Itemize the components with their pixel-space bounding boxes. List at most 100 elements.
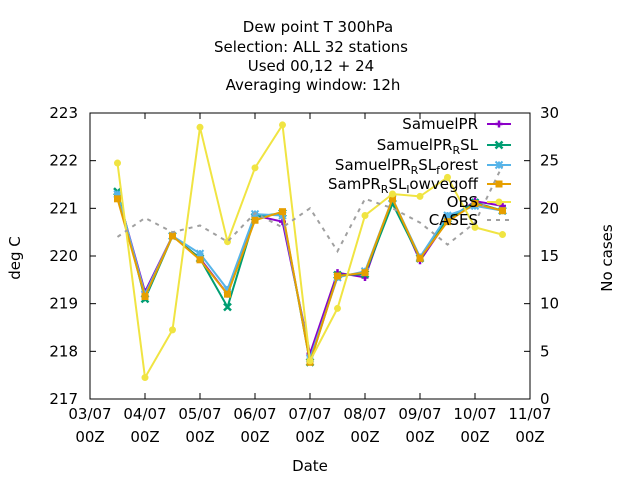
data-point-4-7 — [306, 357, 314, 365]
data-point-2-12 — [443, 211, 452, 220]
y2-tick-label-6: 30 — [540, 104, 559, 122]
x-tick-label-hour-7: 00Z — [460, 428, 489, 446]
data-point-4-14 — [499, 231, 506, 239]
data-point-4-1 — [141, 374, 149, 382]
x-tick-label-7: 10/07 — [453, 405, 496, 423]
y-tick-label-5: 222 — [49, 152, 78, 170]
data-point-4-0 — [114, 159, 121, 167]
data-point-3-5 — [251, 216, 259, 224]
legend-label-4: OBS — [447, 193, 478, 211]
data-point-3-3 — [196, 256, 204, 264]
y-axis-label: deg C — [6, 236, 24, 280]
series-line-5 — [116, 164, 504, 254]
title-line-3: Used 00,12 + 24 — [248, 57, 374, 75]
legend-text-part: owvegoff — [409, 175, 478, 193]
data-point-3-9 — [361, 269, 369, 277]
x-tick-label-hour-3: 00Z — [240, 428, 269, 446]
x-tick-label-0: 03/07 — [68, 405, 111, 423]
x-tick-label-5: 08/07 — [343, 405, 386, 423]
y-tick-label-6: 223 — [49, 104, 78, 122]
legend-label-1: SamuelPRRSL — [377, 136, 479, 157]
y2-tick-label-0: 0 — [540, 390, 550, 408]
x-tick-label-3: 06/07 — [233, 405, 276, 423]
x-tick-label-hour-1: 00Z — [130, 428, 159, 446]
data-point-4-9 — [361, 211, 369, 219]
legend: SamuelPRSamuelPRRSLSamuelPRRSLforestSamP… — [328, 115, 511, 229]
legend-text-part: orest — [440, 156, 478, 174]
legend-marker-3 — [495, 180, 503, 188]
y-tick-label-3: 220 — [49, 247, 78, 265]
y2-tick-label-4: 20 — [540, 199, 559, 217]
data-point-2-3 — [195, 249, 205, 258]
x-tick-label-hour-6: 00Z — [405, 428, 434, 446]
x-tick-label-hour-4: 00Z — [295, 428, 324, 446]
legend-text-part: SL — [388, 175, 407, 193]
legend-text-part: SamuelPR — [377, 136, 453, 154]
x-tick-label-hour-8: 00Z — [515, 428, 544, 446]
y2-tick-label-5: 25 — [540, 152, 559, 170]
y2-tick-label-1: 5 — [540, 342, 550, 360]
x-axis-label: Date — [292, 457, 328, 475]
legend-marker-0 — [495, 120, 503, 128]
data-point-2-4 — [223, 285, 232, 294]
legend-text-part: SL — [460, 136, 479, 154]
legend-text-part: SamPR — [328, 175, 381, 193]
x-tick-label-6: 09/07 — [398, 405, 441, 423]
x-tick-label-hour-5: 00Z — [350, 428, 379, 446]
x-tick-label-2: 05/07 — [178, 405, 221, 423]
data-point-3-8 — [334, 272, 341, 280]
legend-label-0: SamuelPR — [402, 115, 478, 133]
legend-subscript: f — [436, 164, 441, 177]
legend-text-part: OBS — [447, 193, 478, 211]
data-point-4-3 — [196, 123, 204, 131]
legend-marker-4 — [495, 198, 503, 206]
legend-subscript: l — [406, 183, 409, 196]
data-point-3-2 — [169, 232, 176, 240]
data-point-1-4 — [223, 302, 232, 312]
data-point-4-5 — [251, 164, 259, 172]
axes: 03/07 00Z 04/07 00Z 05/07 00Z 06/07 00Z 07/07 00Z… — [49, 104, 559, 446]
legend-label-5: CASES — [429, 211, 478, 229]
legend-label-2: SamuelPRRSLforest — [335, 156, 478, 177]
data-point-3-4 — [224, 290, 231, 298]
legend-subscript: R — [381, 183, 389, 196]
x-tick-label-4: 07/07 — [288, 405, 331, 423]
legend-marker-1 — [494, 140, 504, 150]
y2-tick-label-3: 15 — [540, 247, 559, 265]
legend-marker-2 — [494, 160, 504, 170]
y-tick-label-1: 218 — [49, 342, 78, 360]
chart-title: Dew point T 300hPa Selection: ALL 32 sta… — [214, 18, 408, 94]
series-5 — [116, 164, 504, 254]
data-point-4-8 — [334, 304, 341, 312]
legend-text-part: CASES — [429, 211, 478, 229]
x-tick-label-hour-2: 00Z — [185, 428, 214, 446]
plot-area — [113, 121, 507, 382]
data-point-4-13 — [471, 223, 479, 231]
title-line-1: Dew point T 300hPa — [243, 18, 393, 36]
data-point-4-6 — [279, 121, 286, 129]
legend-text-part: SamuelPR — [402, 115, 478, 133]
y2-axis-label: No cases — [598, 224, 616, 292]
x-tick-label-1: 04/07 — [123, 405, 166, 423]
title-line-2: Selection: ALL 32 stations — [214, 38, 408, 56]
x-tick-label-hour-0: 00Z — [75, 428, 104, 446]
y2-tick-label-2: 10 — [540, 295, 559, 313]
legend-subscript: R — [452, 144, 460, 157]
data-point-3-12 — [444, 218, 451, 226]
data-point-4-11 — [416, 192, 424, 200]
x-tick-label-8: 11/07 — [508, 405, 551, 423]
data-point-4-10 — [389, 190, 396, 198]
legend-label-3: SamPRRSLlowvegoff — [328, 175, 479, 196]
legend-subscript: R — [411, 164, 419, 177]
data-point-3-10 — [389, 195, 396, 203]
data-point-2-0 — [113, 189, 122, 199]
data-point-4-12 — [444, 173, 451, 181]
y-tick-label-4: 221 — [49, 199, 78, 217]
data-point-3-13 — [471, 200, 479, 208]
legend-text-part: SL — [418, 156, 437, 174]
data-point-3-11 — [416, 254, 424, 262]
series-4 — [114, 121, 506, 382]
title-line-4: Averaging window: 12h — [226, 76, 401, 94]
data-point-3-1 — [141, 293, 149, 301]
